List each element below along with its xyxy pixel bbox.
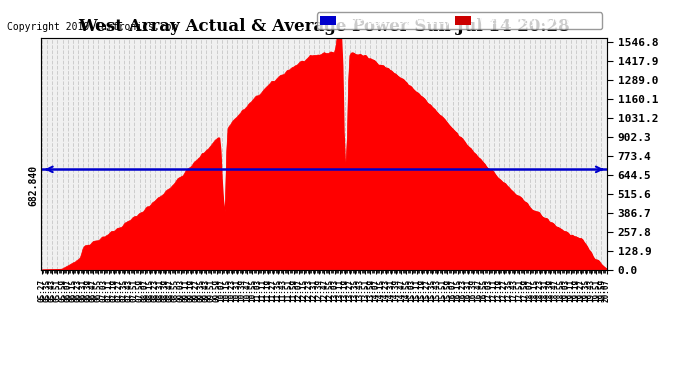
Text: Copyright 2019 Cartronics.com: Copyright 2019 Cartronics.com [7, 22, 177, 32]
Legend: Average  (DC Watts), West Array  (DC Watts): Average (DC Watts), West Array (DC Watts… [317, 12, 602, 29]
Title: West Array Actual & Average Power Sun Jul 14 20:28: West Array Actual & Average Power Sun Ju… [79, 18, 570, 34]
